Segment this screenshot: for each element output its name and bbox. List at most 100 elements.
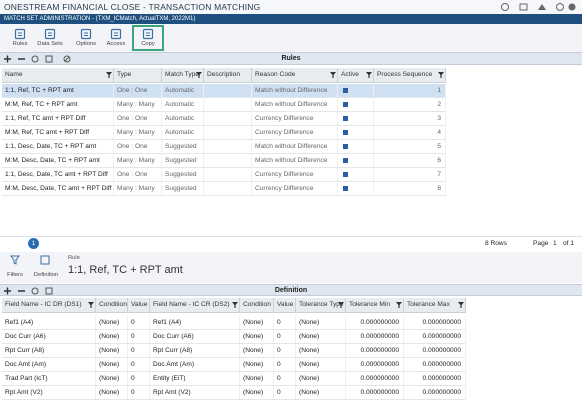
cell: Suggested — [162, 168, 204, 182]
cell: One : One — [114, 112, 162, 126]
column-header[interactable]: Condition — [240, 298, 274, 313]
active-checkbox[interactable] — [343, 88, 348, 93]
cell: M:M, Ref, TC + RPT amt — [2, 98, 114, 112]
column-header[interactable]: Value — [274, 298, 296, 313]
cell — [338, 84, 374, 98]
cell — [204, 112, 252, 126]
cell: Doc Curr (A6) — [150, 330, 240, 344]
toolbar-button[interactable]: Data Sets — [37, 41, 63, 47]
cell: Entity (EiT) — [150, 372, 240, 386]
column-filter[interactable] — [330, 72, 336, 78]
grid-tools[interactable] — [2, 54, 82, 64]
definition-icon[interactable] — [40, 255, 50, 265]
cell — [204, 140, 252, 154]
column-header[interactable]: Type — [114, 68, 162, 83]
cell: 0 — [128, 344, 150, 358]
active-checkbox[interactable] — [343, 158, 348, 163]
cell: Match without Difference — [252, 140, 338, 154]
cell: 1:1, Desc, Date, TC + RPT amt — [2, 140, 114, 154]
cell: Many : Many — [114, 98, 162, 112]
cell: 0.000000000 — [346, 386, 404, 400]
toolbar-button[interactable]: Rules — [12, 41, 28, 47]
cell: 0.000000000 — [404, 372, 466, 386]
cell: Automatic — [162, 126, 204, 140]
cell: (None) — [240, 358, 274, 372]
column-header[interactable]: Tolerance Max — [404, 298, 466, 313]
column-header[interactable]: Process Sequence — [374, 68, 446, 83]
cell: 0 — [274, 330, 296, 344]
toolbar-icon[interactable] — [142, 28, 154, 40]
cell: Ref1 (A4) — [2, 316, 96, 330]
cell: (None) — [240, 330, 274, 344]
active-checkbox[interactable] — [343, 186, 348, 191]
toolbar-button[interactable]: Access — [106, 41, 126, 47]
column-filter[interactable] — [438, 72, 444, 78]
definition-button[interactable]: Definition — [33, 272, 59, 278]
column-header[interactable]: Value — [128, 298, 150, 313]
grid-tools[interactable] — [2, 286, 62, 296]
selected-frame — [132, 25, 164, 51]
column-filter[interactable] — [338, 302, 344, 308]
row-count: 8 Rows — [485, 240, 507, 247]
cell: M:M, Ref, TC amt + RPT Diff — [2, 126, 114, 140]
cell: 6 — [374, 154, 446, 168]
cell: 0.000000000 — [404, 344, 466, 358]
cell — [204, 182, 252, 196]
page-button[interactable]: 1 — [28, 238, 39, 249]
column-filter[interactable] — [396, 302, 402, 308]
filter-icon[interactable] — [10, 255, 20, 265]
column-header[interactable]: Match Type — [162, 68, 204, 83]
active-checkbox[interactable] — [343, 172, 348, 177]
cell: (None) — [296, 344, 346, 358]
filters-button[interactable]: Filters — [7, 272, 23, 278]
cell: (None) — [296, 316, 346, 330]
column-header[interactable]: Reason Code — [252, 68, 338, 83]
active-checkbox[interactable] — [343, 130, 348, 135]
column-header[interactable]: Tolerance Min — [346, 298, 404, 313]
page-total: of 1 — [563, 240, 574, 247]
rule-label: Rule — [68, 255, 80, 261]
column-filter[interactable] — [196, 72, 202, 78]
toolbar: Rules Data Sets Options Access Copy — [0, 24, 582, 52]
column-filter[interactable] — [366, 72, 372, 78]
rule-name: 1:1, Ref, TC + RPT amt — [68, 264, 183, 276]
title-icons[interactable] — [500, 2, 578, 12]
cell: Currency Difference — [252, 126, 338, 140]
section-title: Rules — [281, 55, 301, 62]
column-filter[interactable] — [458, 302, 464, 308]
cell: (None) — [96, 358, 128, 372]
cell: (None) — [96, 330, 128, 344]
column-header[interactable]: Tolerance Type — [296, 298, 346, 313]
column-header[interactable]: Field Name - IC CR (DS2) — [150, 298, 240, 313]
cell: (None) — [96, 316, 128, 330]
column-header[interactable]: Field Name - IC DR (DS1) — [2, 298, 96, 313]
cell: Many : Many — [114, 182, 162, 196]
column-header[interactable]: Active — [338, 68, 374, 83]
column-header[interactable]: Description — [204, 68, 252, 83]
cell: 0 — [128, 372, 150, 386]
section-title: Definition — [274, 287, 308, 294]
column-header[interactable]: Condition — [96, 298, 128, 313]
toolbar-button[interactable]: Copy — [141, 41, 155, 47]
toolbar-icon[interactable] — [80, 28, 92, 40]
column-filter[interactable] — [88, 302, 94, 308]
column-header[interactable]: Name — [2, 68, 114, 83]
cell: One : One — [114, 84, 162, 98]
column-filter[interactable] — [232, 302, 238, 308]
cell: 1:1, Ref, TC + RPT amt — [2, 84, 114, 98]
cell — [338, 154, 374, 168]
active-checkbox[interactable] — [343, 144, 348, 149]
cell: Many : Many — [114, 126, 162, 140]
cell: Currency Difference — [252, 112, 338, 126]
cell: 0.000000000 — [346, 372, 404, 386]
toolbar-icon[interactable] — [110, 28, 122, 40]
cell: Match without Difference — [252, 154, 338, 168]
active-checkbox[interactable] — [343, 116, 348, 121]
column-filter[interactable] — [106, 72, 112, 78]
cell: 7 — [374, 168, 446, 182]
toolbar-icon[interactable] — [14, 28, 26, 40]
toolbar-button[interactable]: Options — [76, 41, 96, 47]
toolbar-icon[interactable] — [44, 28, 56, 40]
active-checkbox[interactable] — [343, 102, 348, 107]
